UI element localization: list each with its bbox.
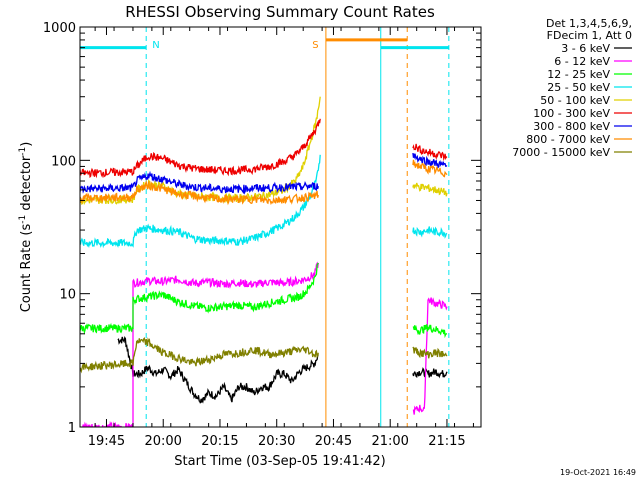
series-line-6-a (80, 170, 319, 195)
series-line-5-b (412, 143, 448, 162)
series-line-7-a (80, 179, 319, 206)
x-tick-label-3: 20:30 (258, 434, 295, 449)
legend-label-6: 300 - 800 keV (533, 120, 610, 133)
legend-header-0: Det 1,3,4,5,6,9, (546, 17, 632, 30)
y-tick-label-3: 1000 (43, 21, 76, 36)
x-axis-label: Start Time (03-Sep-05 19:41:42) (174, 454, 385, 469)
legend-label-2: 12 - 25 keV (547, 68, 610, 81)
y-axis-label: Count Rate (s-1 detector-1) (18, 142, 34, 313)
series-line-8-a (80, 337, 319, 374)
legend-label-8: 7000 - 15000 keV (512, 146, 610, 159)
x-tick-label-0: 19:45 (88, 434, 125, 449)
legend-label-3: 25 - 50 keV (547, 81, 610, 94)
y-tick-label-1: 10 (59, 288, 76, 303)
series-line-5-a (80, 118, 321, 179)
series-line-0-b (412, 367, 448, 379)
x-tick-label-4: 20:45 (315, 434, 352, 449)
series-line-0-a (117, 335, 319, 404)
series-line-3-a (80, 154, 321, 249)
plot-frame (79, 26, 482, 428)
series-line-1-b (412, 297, 448, 415)
y-tick-label-2: 100 (51, 154, 76, 169)
series-line-4-b (412, 182, 448, 197)
legend-label-0: 3 - 6 keV (561, 42, 610, 55)
timestamp: 19-Oct-2021 16:49 (560, 468, 636, 477)
x-tick-label-1: 20:00 (144, 434, 181, 449)
annotation-N: N (152, 40, 159, 51)
series-line-2-a (80, 262, 319, 335)
legend-label-5: 100 - 300 keV (533, 107, 610, 120)
legend-label-4: 50 - 100 keV (540, 94, 610, 107)
series-line-8-b (412, 346, 448, 359)
x-tick-label-5: 21:00 (371, 434, 408, 449)
x-tick-label-2: 20:15 (201, 434, 238, 449)
legend-label-1: 6 - 12 keV (554, 55, 610, 68)
legend-label-7: 800 - 7000 keV (526, 133, 610, 146)
series-line-7-b (412, 159, 448, 178)
series-line-3-b (412, 226, 448, 239)
chart-title: RHESSI Observing Summary Count Rates (125, 3, 435, 21)
series-line-6-b (412, 152, 448, 169)
y-tick-label-0: 1 (68, 421, 76, 436)
series-line-2-b (412, 324, 448, 339)
annotation-S: S (312, 40, 318, 51)
x-tick-label-6: 21:15 (428, 434, 465, 449)
legend-header-1: FDecim 1, Att 0 (547, 29, 632, 42)
